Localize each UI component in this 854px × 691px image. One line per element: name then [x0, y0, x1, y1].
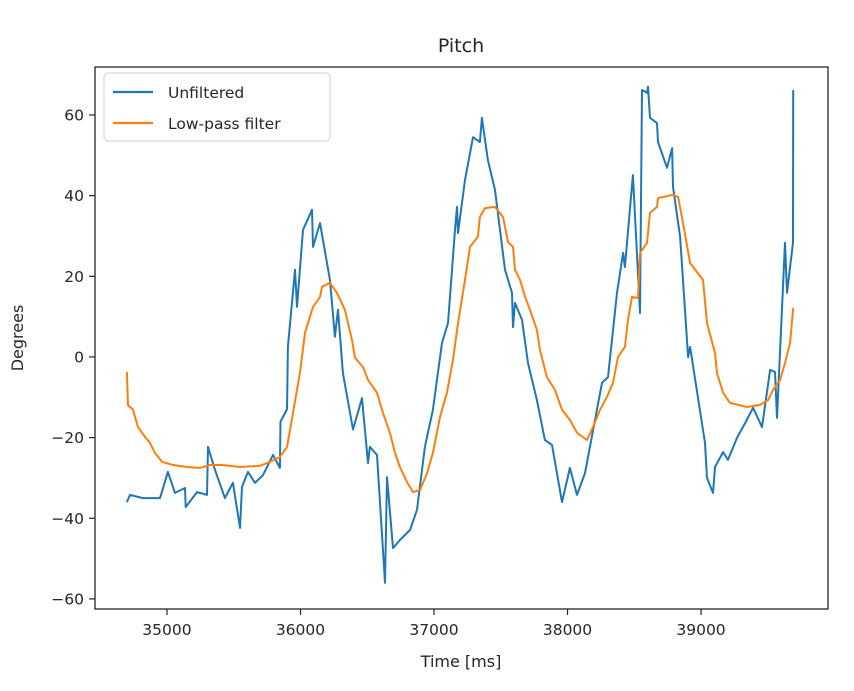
legend-label-unfiltered: Unfiltered: [168, 84, 244, 102]
y-axis-label: Degrees: [8, 305, 27, 372]
axes-frame: [94, 66, 829, 610]
series-line-unfiltered: [125, 85, 795, 584]
y-axis: −60 −40 −20 0 20 40 60: [51, 106, 95, 608]
y-tick-label: 60: [64, 106, 84, 124]
y-tick-label: 0: [74, 348, 84, 366]
plot-area: [125, 85, 795, 584]
series-line-low-pass-filter: [125, 193, 795, 494]
x-tick-label: 35000: [142, 621, 191, 639]
y-tick-label: −20: [51, 429, 84, 447]
legend: Unfiltered Low-pass filter: [103, 72, 331, 142]
chart-title: Pitch: [438, 35, 484, 57]
x-axis-label: Time [ms]: [420, 652, 502, 671]
y-tick-label: −40: [51, 510, 84, 528]
legend-label-low-pass: Low-pass filter: [168, 115, 281, 133]
x-tick-label: 38000: [543, 621, 592, 639]
x-tick-label: 37000: [409, 621, 458, 639]
x-axis: 35000 36000 37000 38000 39000: [142, 609, 726, 639]
x-tick-label: 36000: [276, 621, 325, 639]
y-tick-label: 40: [64, 187, 84, 205]
x-tick-label: 39000: [676, 621, 725, 639]
y-tick-label: −60: [51, 590, 84, 608]
y-tick-label: 20: [64, 268, 84, 286]
legend-box: [103, 72, 331, 142]
